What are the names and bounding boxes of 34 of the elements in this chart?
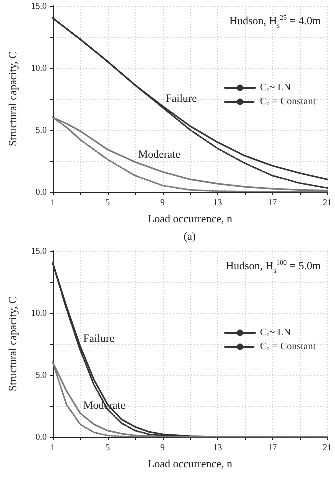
- legend-label: Cₒ = Constant: [260, 96, 316, 108]
- x-tick-label: 1: [50, 198, 56, 208]
- x-tick-label: 13: [213, 198, 223, 208]
- x-axis-title: Load occurrence, n: [148, 458, 234, 470]
- y-tick-label: 10.0: [31, 308, 48, 318]
- text: (a): [184, 231, 196, 243]
- y-tick-label: 0.0: [36, 187, 48, 197]
- y-tick-label: 15.0: [31, 1, 48, 11]
- x-tick-label: 21: [323, 442, 332, 452]
- y-tick-label: 0.0: [36, 432, 48, 442]
- y-axis-title: Structural capacity, C: [8, 296, 20, 392]
- legend-label: Cₒ~ LN: [260, 82, 292, 94]
- annotation: Failure: [83, 333, 115, 346]
- x-tick-label: 17: [268, 442, 278, 452]
- x-tick-label: 21: [323, 198, 332, 208]
- annotation: Failure: [166, 93, 197, 106]
- x-tick-label: 17: [268, 198, 278, 208]
- y-tick-label: 5.0: [36, 125, 48, 135]
- x-tick-label: 1: [50, 442, 56, 452]
- y-tick-label: 10.0: [31, 63, 48, 73]
- x-tick-label: 13: [213, 442, 223, 452]
- y-tick-label: 15.0: [31, 246, 48, 256]
- legend-label: Cₒ~ LN: [260, 328, 292, 338]
- x-tick-label: 9: [160, 442, 166, 452]
- x-tick-label: 5: [106, 198, 111, 208]
- annotation: Hudson, H$_{s}$$^{100}$ = 5.0m: [226, 259, 321, 275]
- x-tick-label: 5: [106, 442, 111, 452]
- y-axis-title: Structural capacity, C: [8, 52, 20, 146]
- annotation: Moderate: [138, 149, 180, 162]
- x-tick-label: 9: [160, 198, 166, 208]
- x-axis-title: Load occurrence, n: [148, 214, 234, 226]
- legend-label: Cₒ = Constant: [260, 342, 316, 352]
- y-tick-label: 5.0: [36, 370, 48, 380]
- annotation: Hudson, H$_{s}$$^{25}$ = 4.0m: [230, 14, 321, 30]
